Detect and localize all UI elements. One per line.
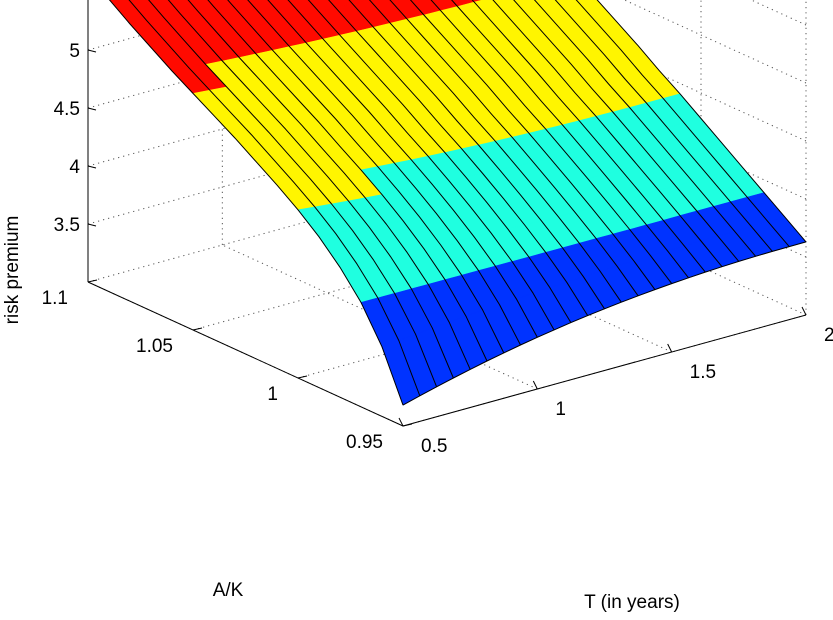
y-tick-mark <box>402 423 413 427</box>
y-tick-label: 1.05 <box>136 336 173 357</box>
z-tick-mark <box>87 49 97 53</box>
surface-mesh-line <box>513 0 740 262</box>
surface-mesh-line <box>471 0 706 273</box>
grid-line-floor-t-2 <box>356 207 672 353</box>
z-tick-mark <box>87 223 97 227</box>
z-tick-mark <box>87 165 97 169</box>
y-tick-label: 1 <box>267 384 278 405</box>
x-tick-label: 0.5 <box>421 436 447 457</box>
surface-mesh-line <box>267 0 538 338</box>
surface-mesh-line <box>148 0 438 387</box>
grid-line-floor-t-1 <box>222 244 538 390</box>
x-tick-mark <box>398 417 404 427</box>
surface-mesh-line <box>409 0 656 290</box>
z-tick-label: 4.5 <box>54 99 80 120</box>
y-tick-mark <box>297 375 308 379</box>
x-tick-mark <box>801 306 807 316</box>
surface-mesh-line <box>368 0 622 303</box>
surface-mesh-line <box>287 0 555 331</box>
surface-mesh-line <box>348 0 605 310</box>
surface <box>108 0 807 406</box>
z-tick-label: 4 <box>69 157 80 178</box>
y-tick-label: 1.1 <box>42 288 68 309</box>
surface-mesh-line <box>575 0 790 247</box>
grid-line-floor-a-3 <box>87 170 492 283</box>
x-tick-label: 1 <box>555 399 566 420</box>
grid-line-floor-t-3 <box>490 170 807 316</box>
surface-mesh-line <box>307 0 572 323</box>
x-axis-line <box>402 314 807 427</box>
surface-mesh-line <box>108 0 404 406</box>
y-tick-label: 0.95 <box>346 432 383 453</box>
x-tick-mark <box>532 380 538 390</box>
surface-mesh-line <box>207 0 488 362</box>
z-tick-label: 3.5 <box>54 215 80 236</box>
y-axis-line <box>87 281 404 427</box>
surface-mesh-line <box>492 0 723 268</box>
grid-line-side-z-2 <box>496 0 807 142</box>
surface-mesh-line <box>167 0 454 379</box>
z-tick-label: 5 <box>69 41 80 62</box>
grid-line-side-z-3 <box>623 0 807 84</box>
y-tick-mark <box>192 327 203 331</box>
x-tick-label: 1.5 <box>690 362 716 383</box>
surface-mesh-line <box>596 0 807 243</box>
surface-mesh-line <box>128 0 421 396</box>
surface-mesh-line <box>227 0 505 354</box>
axes: 3.5 4 4.5 5 5.5 0.5 1 1.5 2 0.95 1 1.05 1.1 <box>42 0 833 457</box>
surface-mesh-line <box>554 0 773 252</box>
surface-mesh-line <box>430 0 673 284</box>
surface-mesh-line <box>328 0 589 316</box>
surface-mesh-line <box>533 0 756 257</box>
grid-line-side-z-4 <box>750 0 807 26</box>
surface-mesh-line <box>247 0 521 346</box>
z-axis-label: risk premium <box>2 216 23 325</box>
z-tick-label: 5.5 <box>54 0 80 4</box>
surface-edge-line <box>402 241 807 406</box>
surface-mesh-line <box>389 0 639 297</box>
x-axis-label: T (in years) <box>584 592 680 613</box>
surface-mesh-line <box>187 0 471 370</box>
y-tick-mark <box>87 279 98 283</box>
x-tick-label: 2 <box>824 325 833 346</box>
x-tick-mark <box>667 343 673 353</box>
surface-mesh-line <box>451 0 689 279</box>
grid-line-side-z-1 <box>490 54 807 200</box>
z-tick-mark <box>87 107 97 111</box>
y-axis-label: A/K <box>213 580 244 601</box>
